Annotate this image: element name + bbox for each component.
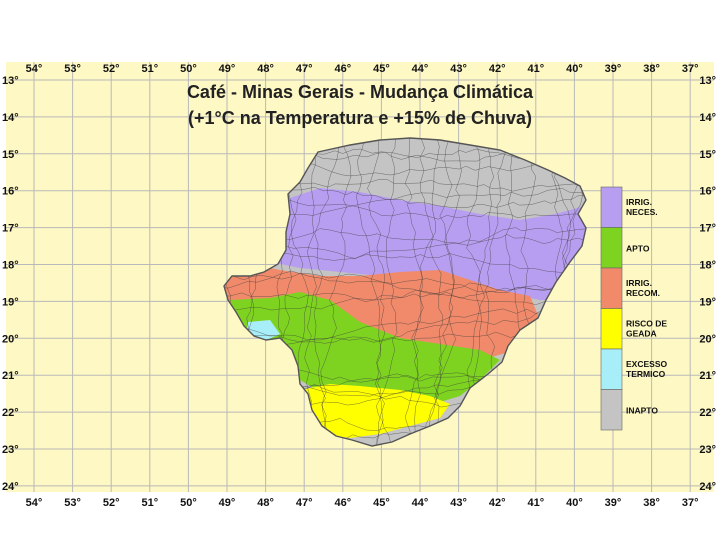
longitude-label: 43° [450,63,467,75]
latitude-label: 24° [2,481,19,493]
legend-label: NECES. [626,207,658,217]
latitude-label: 16° [699,186,716,198]
legend-label: RECOM. [626,288,660,298]
longitude-label: 44° [412,63,429,75]
legend-swatch [600,308,623,350]
longitude-label: 46° [334,63,351,75]
longitude-label: 47° [296,497,313,509]
latitude-label: 18° [699,260,716,272]
longitude-label: 49° [219,497,236,509]
latitude-label: 18° [2,260,19,272]
title-line-1: Café - Minas Gerais - Mudança Climática [187,82,534,102]
latitude-label: 22° [2,407,19,419]
legend-label: TERMICO [626,369,666,379]
longitude-label: 43° [450,497,467,509]
latitude-label: 17° [699,223,716,235]
legend-swatch [600,348,623,390]
longitude-label: 39° [605,497,622,509]
latitude-label: 13° [2,75,19,87]
legend-label: RISCO DE [626,319,667,329]
longitude-label: 37° [682,63,699,75]
latitude-label: 15° [2,149,19,161]
latitude-label: 13° [699,75,716,87]
longitude-label: 46° [334,497,351,509]
longitude-label: 54° [26,63,43,75]
latitude-label: 20° [699,333,716,345]
longitude-label: 38° [643,63,660,75]
latitude-label: 17° [2,223,19,235]
longitude-label: 45° [373,497,390,509]
longitude-label: 44° [412,497,429,509]
longitude-label: 52° [103,497,120,509]
longitude-label: 48° [257,497,274,509]
title-line-2: (+1°C na Temperatura e +15% de Chuva) [188,108,532,128]
longitude-label: 40° [566,63,583,75]
longitude-label: 41° [527,63,544,75]
latitude-labels-right: 13° 14° 15° 16° 17° 18° 19° 20° 21° 22° 23° 24° [699,75,716,493]
legend-swatch [600,227,623,269]
latitude-label: 24° [699,481,716,493]
longitude-label: 47° [296,63,313,75]
longitude-label: 40° [566,497,583,509]
longitude-label: 53° [64,63,81,75]
legend-swatch [600,186,623,228]
longitude-label: 39° [605,63,622,75]
map-title: Café - Minas Gerais - Mudança Climática … [187,82,534,128]
longitude-label: 54° [26,497,43,509]
legend-label: GEADA [626,329,657,339]
latitude-label: 15° [699,149,716,161]
latitude-label: 16° [2,186,19,198]
longitude-label: 41° [527,497,544,509]
zone-risco-de-geada [300,384,450,438]
legend-swatch [600,389,623,431]
latitude-labels-left: 13° 14° 15° 16° 17° 18° 19° 20° 21° 22° 23° 24° [2,75,19,493]
longitude-label: 53° [64,497,81,509]
latitude-label: 19° [699,296,716,308]
latitude-label: 23° [2,444,19,456]
longitude-label: 38° [643,497,660,509]
latitude-label: 22° [699,407,716,419]
latitude-label: 20° [2,333,19,345]
latitude-label: 21° [2,370,19,382]
legend-swatch [600,267,623,309]
latitude-label: 19° [2,296,19,308]
longitude-label: 37° [682,497,699,509]
state-outline [223,137,587,447]
legend-label: EXCESSO [626,359,667,369]
longitude-label: 48° [257,63,274,75]
longitude-label: 51° [141,63,158,75]
legend-label: INAPTO [626,406,658,416]
longitude-label: 51° [141,497,158,509]
legend-label: IRRIG. [626,197,652,207]
latitude-label: 21° [699,370,716,382]
latitude-label: 14° [699,112,716,124]
longitude-label: 50° [180,497,197,509]
longitude-label: 42° [489,497,506,509]
legend-label: IRRIG. [626,278,652,288]
longitude-label: 42° [489,63,506,75]
latitude-label: 23° [699,444,716,456]
latitude-label: 14° [2,112,19,124]
longitude-labels-bottom: 54° 53° 52° 51° 50° 49° 48° 47° 46° 45° 44° 43° 42° 4… [26,497,699,509]
longitude-label: 50° [180,63,197,75]
longitude-label: 52° [103,63,120,75]
longitude-label: 45° [373,63,390,75]
longitude-label: 49° [219,63,236,75]
longitude-labels-top: 54° 53° 52° 51° 50° 49° 48° 47° 46° 45° 44° 43° 42° 4… [26,63,699,75]
legend-label: APTO [626,244,650,254]
